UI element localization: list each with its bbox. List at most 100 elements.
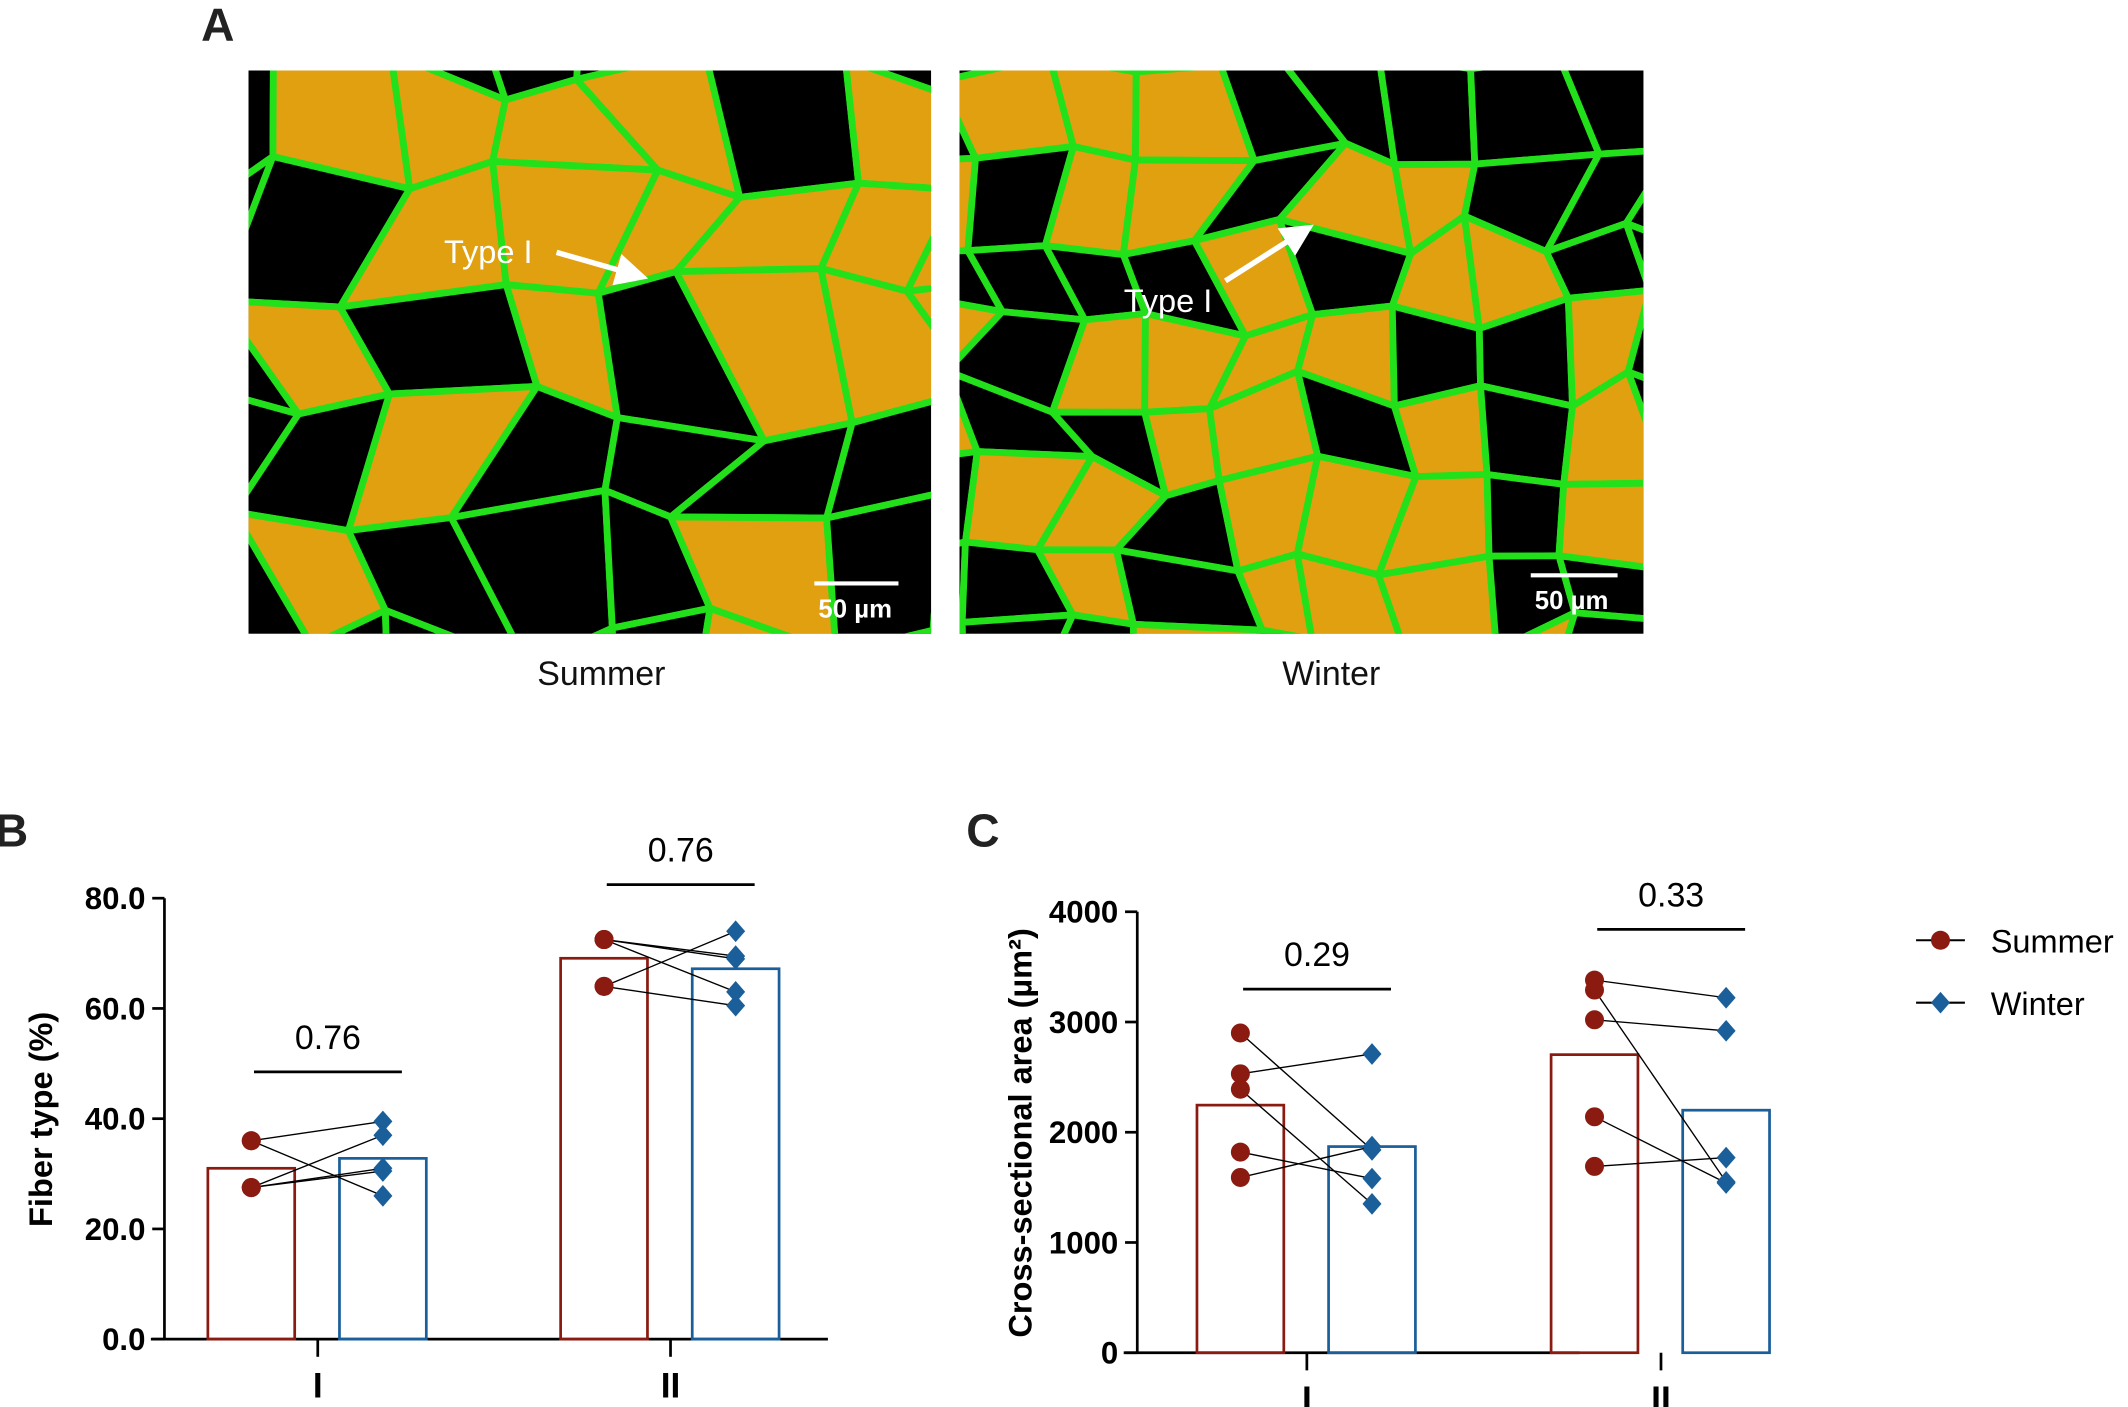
paired-line (603, 930, 736, 988)
type2-fiber (381, 606, 455, 634)
chart-cross-sectional-area: 0 1000 2000 3000 4000 Cross-sectional area (µ… (1002, 876, 1771, 1407)
data-point-winter (726, 994, 746, 1017)
type2-fiber (850, 0, 949, 81)
circle-marker-icon (1930, 930, 1950, 950)
data-point-summer (1585, 980, 1605, 1000)
data-point-winter (726, 947, 746, 970)
type2-fiber (345, 514, 516, 634)
type2-fiber (1555, 552, 1644, 622)
data-point-summer (1230, 1142, 1250, 1162)
type2-fiber (248, 153, 277, 231)
data-point-winter (1362, 1193, 1382, 1215)
bar-winter (1681, 1108, 1771, 1355)
type2-fiber (1542, 219, 1644, 302)
type2-fiber (1564, 609, 1644, 634)
bar-summer (1549, 1053, 1640, 1355)
type2-fiber (1507, 0, 1655, 62)
type2-fiber (1624, 301, 1644, 382)
y-tick-label: 0 (1101, 1336, 1118, 1371)
data-point-summer (1585, 1107, 1605, 1127)
type2-fiber (328, 606, 390, 634)
diamond-marker-icon (1930, 991, 1950, 1014)
type1-fiber (817, 265, 932, 427)
type2-fiber (1657, 540, 1744, 622)
data-point-winter (373, 1110, 393, 1133)
y-tick-label: 80.0 (85, 881, 146, 916)
type1-fiber (1129, 620, 1266, 634)
type2-fiber (1060, 611, 1137, 634)
scale-bar-label: 50 µm (818, 595, 892, 623)
data-point-summer (594, 930, 614, 950)
data-point-winter (1716, 986, 1736, 1009)
data-point-winter (1362, 1167, 1382, 1190)
legend-item-winter: Winter (1916, 986, 2085, 1022)
paired-line (1594, 1116, 1727, 1184)
type2-fiber (959, 618, 966, 634)
bar-summer (1195, 1103, 1286, 1355)
type1-fiber (1293, 550, 1403, 634)
y-axis-label: Cross-sectional area (µm²) (1002, 928, 1038, 1337)
paired-line (1240, 1053, 1373, 1075)
paired-line (603, 938, 736, 993)
type2-fiber (1108, 70, 1140, 76)
data-point-winter (1362, 1135, 1382, 1158)
type1-fiber (1132, 70, 1196, 76)
type2-fiber (904, 627, 932, 634)
bar-summer (559, 956, 649, 1341)
scale-bar-label: 50 µm (1535, 587, 1609, 615)
type2-fiber (1460, 70, 1474, 73)
y-tick-label: 0.0 (102, 1322, 145, 1357)
type1-fiber (667, 513, 839, 634)
type2-fiber (959, 611, 1077, 634)
data-point-summer (1585, 1010, 1605, 1030)
type2-fiber (1560, 70, 1644, 158)
legend-label-winter: Winter (1991, 986, 2085, 1022)
data-point-summer (594, 976, 614, 996)
micrograph-winter: Type I 50 µm (850, 0, 1746, 734)
data-point-winter (373, 1184, 393, 1207)
y-tick-label: 40.0 (85, 1102, 146, 1137)
type2-fiber (1654, 622, 1746, 709)
x-tick-label: I (313, 1367, 323, 1406)
data-point-summer (241, 1178, 261, 1198)
type2-fiber (823, 491, 932, 634)
type1-fiber (1523, 609, 1579, 634)
p-value-label: 0.33 (1638, 876, 1704, 914)
chart-fiber-type: 0.0 20.0 40.0 60.0 80.0 Fiber type (%) I 0.76 II… (23, 832, 828, 1406)
paired-line (251, 1170, 383, 1189)
micrograph-summer: Type I 50 µm (124, 70, 932, 759)
type1-annotation: Type I (1124, 283, 1213, 319)
y-tick-label: 1000 (1049, 1225, 1118, 1260)
type1-fiber (702, 604, 792, 634)
type1-fiber (1616, 0, 1710, 62)
bar-winter (690, 967, 781, 1341)
data-point-winter (373, 1160, 393, 1182)
type2-fiber (124, 645, 312, 759)
type2-fiber (959, 70, 1004, 81)
y-tick-label: 2000 (1049, 1115, 1118, 1150)
y-tick-label: 4000 (1049, 895, 1118, 930)
bar-summer (206, 1166, 297, 1341)
type1-fiber (903, 234, 932, 295)
type2-fiber (1654, 50, 1734, 154)
data-point-summer (1230, 1023, 1250, 1043)
type2-fiber (573, 70, 631, 83)
y-tick-label: 60.0 (85, 991, 146, 1026)
muscle-fiber-cells (124, 70, 932, 759)
type1-fiber (843, 70, 932, 192)
paired-line (1239, 1032, 1373, 1151)
panel-label-b: B (0, 805, 28, 857)
y-axis-label: Fiber type (%) (23, 1012, 59, 1227)
type2-fiber (929, 627, 932, 634)
data-point-summer (1230, 1064, 1250, 1084)
data-point-winter (1362, 1043, 1382, 1065)
type2-fiber (1401, 640, 1496, 734)
type2-fiber (823, 398, 932, 522)
paired-line (1593, 989, 1727, 1183)
y-tick-label: 3000 (1049, 1005, 1118, 1040)
paired-line (1240, 1145, 1373, 1179)
type2-fiber (1622, 219, 1644, 282)
data-point-winter (1716, 1146, 1736, 1169)
paired-line (251, 1134, 384, 1189)
